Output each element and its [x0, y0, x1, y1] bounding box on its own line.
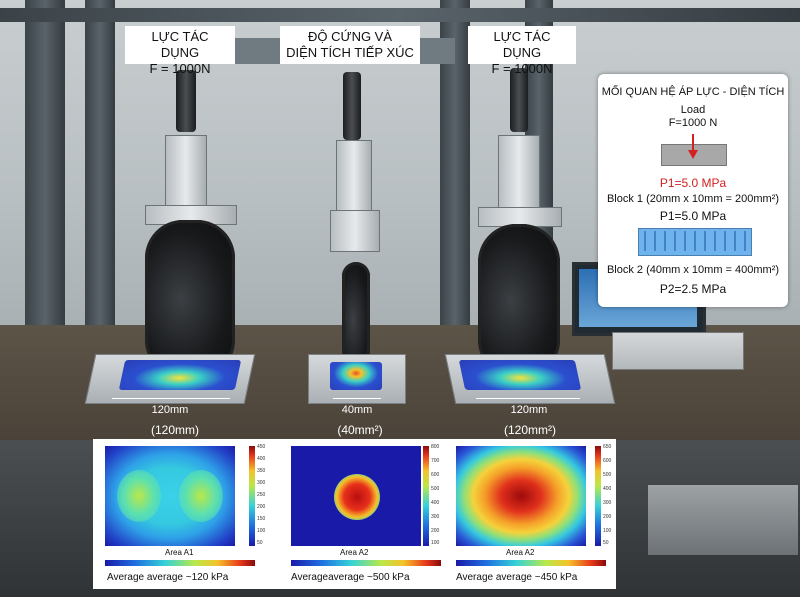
- tick-a3-5: 200: [603, 514, 612, 520]
- tick-a1-8: 50: [257, 540, 263, 546]
- heatmap-a2-hotspot: [334, 474, 380, 520]
- tick-a1-4: 250: [257, 492, 266, 498]
- frame-column-left: [25, 0, 65, 340]
- tick-a2-7: 100: [431, 540, 440, 546]
- pressure-map-left: [118, 360, 242, 390]
- tick-a3-7: 50: [603, 540, 609, 546]
- callout-center-line1: ĐỘ CỨNG VÀ: [307, 29, 393, 44]
- callout-right-line1: LỰC TÁC DỤNG: [493, 29, 551, 60]
- tick-a2-1: 700: [431, 458, 440, 464]
- horizontal-colorbar-a2: [291, 560, 441, 566]
- callout-force-left: LỰC TÁC DỤNG F = 1000N: [125, 26, 235, 76]
- signal-generator: [612, 332, 744, 370]
- dimension-right: 120mm: [510, 404, 548, 416]
- heatmap-a1-hotspot-left: [117, 470, 161, 522]
- block-2: [638, 228, 752, 256]
- fork-bracket-center: [330, 210, 380, 252]
- heatmap-a1-hotspot-right: [179, 470, 223, 522]
- tick-a3-4: 300: [603, 500, 612, 506]
- heatmap-a1-label: Area A1: [165, 548, 194, 557]
- area-caption-left: (120mm): [150, 423, 199, 437]
- dimension-line-right: [476, 398, 580, 399]
- load-arrow-icon: [688, 134, 698, 159]
- frame-crossbeam: [0, 8, 800, 22]
- panel-title: MỐI QUAN HỆ ÁP LỰC - DIỆN TÍCH: [601, 86, 785, 98]
- tick-a2-6: 200: [431, 528, 440, 534]
- tick-a3-0: 650: [603, 444, 612, 450]
- heatmap-a1-average: Average average ~120 kPa: [107, 572, 229, 583]
- area-caption-right: (120mm²): [503, 423, 556, 437]
- dimension-line-left: [112, 398, 230, 399]
- heatmap-a3-average: Average average ~450 kPa: [456, 572, 578, 583]
- actuator-center: [336, 140, 372, 212]
- panel-p1-red: P1=5.0 MPa: [659, 176, 727, 190]
- horizontal-colorbar-a1: [105, 560, 255, 566]
- tick-a3-1: 600: [603, 458, 612, 464]
- tire-right: [478, 224, 560, 378]
- tick-a1-7: 100: [257, 528, 266, 534]
- tick-a1-6: 150: [257, 516, 266, 522]
- frame-column-left-2: [85, 0, 115, 340]
- pressure-area-panel: MỐI QUAN HỆ ÁP LỰC - DIỆN TÍCH Load F=10…: [598, 74, 788, 307]
- callout-stiffness: ĐỘ CỨNG VÀ DIỆN TÍCH TIẾP XÚC: [280, 26, 420, 64]
- pressure-map-right: [458, 360, 582, 390]
- panel-p1: P1=5.0 MPa: [659, 209, 727, 223]
- area-caption-center: (40mm²): [337, 423, 383, 437]
- panel-block1: Block 1 (20mm x 10mm = 200mm²): [606, 193, 780, 205]
- callout-right-line2: F = 1000N: [491, 61, 553, 76]
- tick-a2-4: 400: [431, 500, 440, 506]
- heatmap-a1: [105, 446, 235, 546]
- tick-a1-5: 200: [257, 504, 266, 510]
- actuator-left: [165, 135, 207, 207]
- panel-load-value: F=1000 N: [668, 117, 718, 129]
- heatmap-a3: [456, 446, 586, 546]
- horizontal-colorbar-a3: [456, 560, 606, 566]
- tick-a3-2: 500: [603, 472, 612, 478]
- tick-a1-3: 300: [257, 480, 266, 486]
- tick-a2-3: 500: [431, 486, 440, 492]
- colorbar-a2: [423, 446, 429, 546]
- tick-a2-2: 600: [431, 472, 440, 478]
- callout-left-line1: LỰC TÁC DỤNG: [151, 29, 209, 60]
- callout-force-right: LỰC TÁC DỤNG F = 1000N: [468, 26, 576, 76]
- callout-center-line2: DIỆN TÍCH TIẾP XÚC: [286, 45, 414, 60]
- tick-a1-2: 350: [257, 468, 266, 474]
- heatmap-a2-label: Area A2: [340, 548, 369, 557]
- tick-a2-0: 800: [431, 444, 440, 450]
- tick-a3-3: 400: [603, 486, 612, 492]
- load-cylinder-right: [510, 68, 528, 132]
- load-cylinder-center: [343, 72, 361, 140]
- heatmap-a3-label: Area A2: [506, 548, 535, 557]
- colorbar-a1: [249, 446, 255, 546]
- distributed-load-icon: [644, 231, 746, 251]
- load-cylinder-left: [176, 70, 196, 132]
- dimension-left: 120mm: [151, 404, 189, 416]
- tick-a2-5: 300: [431, 514, 440, 520]
- panel-p2: P2=2.5 MPa: [659, 282, 727, 296]
- heatmap-strip: 450 400 350 300 250 200 150 100 50 Area …: [93, 439, 616, 589]
- dimension-center: 40mm: [341, 404, 373, 416]
- tick-a3-6: 100: [603, 528, 612, 534]
- heatmap-a2-average: Averageaverage ~500 kPa: [291, 572, 410, 583]
- panel-block2: Block 2 (40mm x 10mm = 400mm²): [606, 264, 780, 276]
- heatmap-a2: [291, 446, 421, 546]
- tire-left: [145, 220, 235, 378]
- dimension-line-center: [333, 398, 381, 399]
- colorbar-a3: [595, 446, 601, 546]
- panel-load-label: Load: [680, 104, 706, 116]
- actuator-right: [498, 135, 540, 209]
- pressure-map-center: [330, 362, 382, 390]
- tick-a1-1: 400: [257, 456, 266, 462]
- tick-a1-0: 450: [257, 444, 266, 450]
- callout-left-line2: F = 1000N: [149, 61, 211, 76]
- power-supply: [648, 485, 798, 555]
